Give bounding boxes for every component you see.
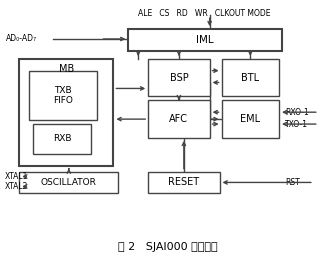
Text: OSCILLATOR: OSCILLATOR [41,178,97,187]
Text: 图 2   SJAl000 逻辑框图: 图 2 SJAl000 逻辑框图 [118,242,218,252]
Text: ALE   CS   RD   WR   CLKOUT MODE: ALE CS RD WR CLKOUT MODE [138,9,271,18]
Bar [19,59,114,166]
Text: AFC: AFC [169,114,188,124]
Bar [148,172,219,193]
Text: TXB
FIFO: TXB FIFO [53,86,73,105]
Bar [29,71,96,120]
Text: RST: RST [285,178,300,187]
Bar [148,59,210,96]
Bar [148,100,210,138]
Text: RXO-1: RXO-1 [285,108,309,117]
Text: MB: MB [59,64,74,74]
Text: EML: EML [240,114,260,124]
Text: AD₀-AD₇: AD₀-AD₇ [6,35,37,43]
Text: RESET: RESET [168,177,200,187]
Text: XTAL1: XTAL1 [4,172,28,181]
Text: XTAL2: XTAL2 [4,182,28,191]
Text: RXB: RXB [53,134,71,144]
Bar [221,59,279,96]
Text: IML: IML [196,35,214,45]
Bar [33,124,91,154]
Bar [221,100,279,138]
Text: TXO-1: TXO-1 [285,120,308,128]
Text: BTL: BTL [241,73,259,83]
Bar [128,29,282,51]
Text: BSP: BSP [170,73,188,83]
Bar [19,172,118,193]
